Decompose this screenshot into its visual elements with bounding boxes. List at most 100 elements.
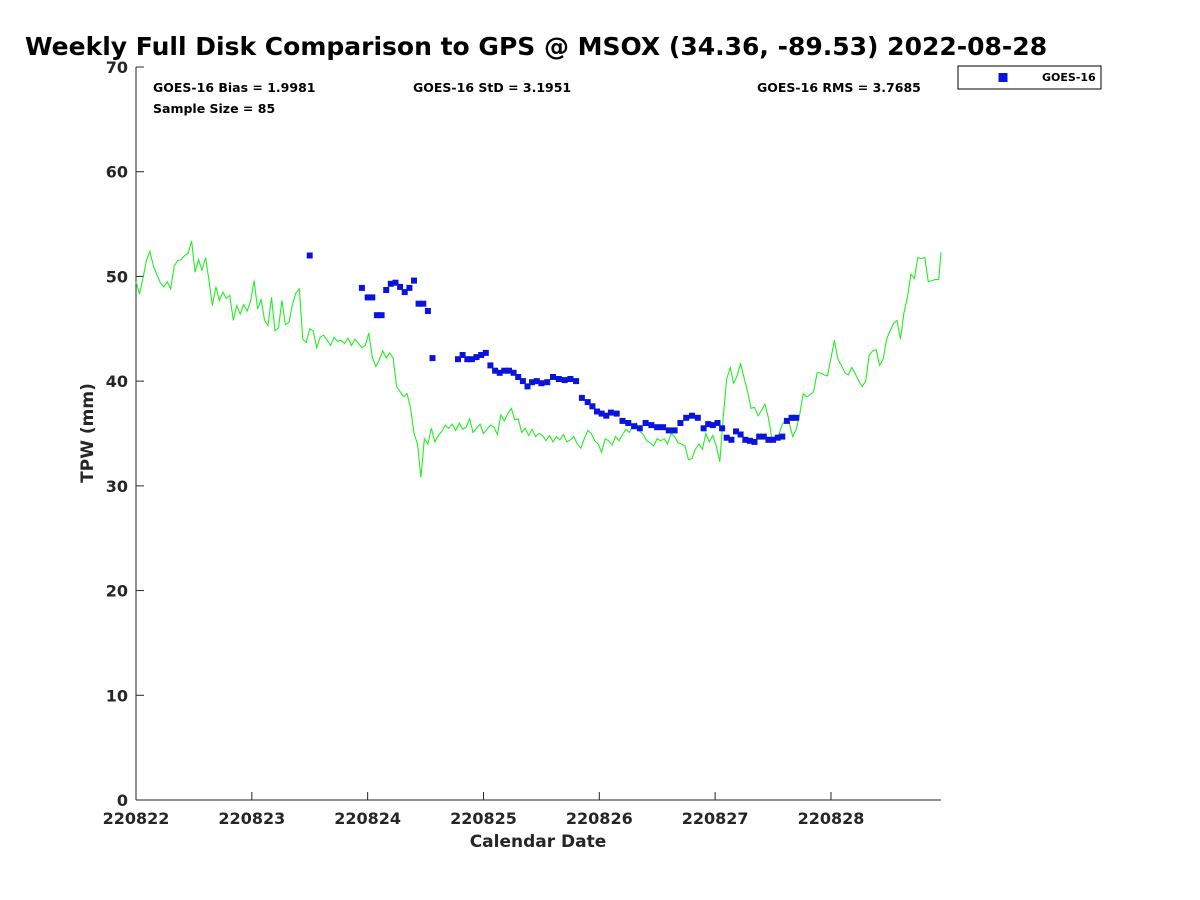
goes-point — [723, 434, 730, 441]
goes-point — [378, 312, 385, 319]
y-tick-label: 60 — [106, 163, 128, 182]
goes-point — [636, 425, 643, 432]
goes-point — [594, 408, 600, 415]
goes-point — [607, 409, 614, 416]
goes-point — [603, 412, 610, 419]
goes-point — [455, 356, 461, 363]
x-tick-label: 220823 — [218, 809, 285, 828]
goes-point — [306, 252, 313, 259]
goes-point — [671, 427, 678, 434]
y-tick-label: 0 — [117, 791, 128, 810]
x-tick-label: 220822 — [103, 809, 170, 828]
goes-point — [689, 412, 695, 419]
goes-point — [631, 423, 638, 430]
goes-point — [770, 436, 777, 443]
goes-point — [550, 374, 556, 380]
goes-point — [369, 294, 376, 301]
goes-point — [482, 349, 489, 356]
goes-point — [783, 417, 790, 424]
goes-point — [765, 436, 772, 443]
std-stat: GOES-16 StD = 3.1951 — [413, 80, 571, 95]
goes-point — [529, 379, 536, 386]
goes-point — [492, 367, 499, 374]
goes-point — [619, 417, 626, 424]
goes-point — [760, 433, 767, 440]
gps-series — [135, 240, 942, 478]
goes-point — [383, 287, 390, 293]
sample-size-stat: Sample Size = 85 — [153, 101, 275, 116]
y-tick-label: 20 — [106, 582, 128, 601]
goes-point — [519, 378, 526, 385]
goes-point — [746, 437, 753, 444]
goes-point — [415, 300, 422, 307]
goes-point — [358, 284, 365, 291]
goes-point — [642, 420, 649, 426]
goes-point — [364, 294, 371, 301]
legend-goes-marker — [998, 73, 1008, 82]
goes-point — [459, 352, 466, 358]
goes-point — [654, 424, 661, 431]
goes-point — [420, 300, 427, 307]
goes-point — [700, 425, 707, 432]
goes-point — [756, 433, 763, 440]
goes-point — [429, 355, 436, 362]
goes-point — [538, 380, 545, 387]
goes-point — [533, 378, 540, 385]
goes-point — [613, 410, 620, 417]
goes-point — [510, 369, 517, 376]
x-tick-label: 220826 — [566, 809, 633, 828]
goes-point — [677, 420, 684, 426]
bias-stat: GOES-16 Bias = 1.9981 — [153, 80, 315, 95]
goes-point — [387, 280, 394, 287]
goes-point — [660, 424, 666, 431]
rms-stat: GOES-16 RMS = 3.7685 — [757, 80, 921, 95]
goes-point — [694, 414, 701, 421]
gps-line — [135, 240, 942, 478]
chart-title: Weekly Full Disk Comparison to GPS @ MSO… — [25, 32, 1047, 61]
goes-point — [793, 414, 800, 421]
goes-point — [567, 376, 574, 382]
y-tick-label: 10 — [106, 686, 128, 705]
goes-point — [373, 312, 380, 319]
goes-point — [733, 428, 739, 435]
goes-point — [473, 354, 480, 361]
legend: GOES-16 — [957, 65, 1102, 90]
legend-box — [957, 65, 1102, 90]
y-tick-label: 30 — [106, 477, 128, 496]
y-tick-label: 50 — [106, 267, 128, 286]
goes-point — [397, 283, 404, 290]
goes-point — [665, 427, 672, 434]
goes-point — [524, 383, 531, 390]
x-tick-label: 220824 — [334, 809, 401, 828]
goes-point — [774, 434, 781, 441]
goes-point — [561, 377, 568, 384]
goes-point — [779, 433, 786, 440]
goes-point — [406, 284, 413, 291]
axes-layer: 0 10 20 30 40 50 60 70 220822 220823 220824 220825 2… — [103, 58, 941, 828]
goes-point — [714, 420, 721, 426]
goes-point — [625, 420, 632, 426]
x-axis-label: Calendar Date — [470, 832, 607, 852]
goes-point — [424, 308, 431, 314]
goes-point — [478, 352, 485, 358]
goes-point — [578, 394, 585, 401]
legend-goes-label: GOES-16 — [1042, 71, 1096, 84]
goes-point — [598, 410, 605, 417]
y-tick-label: 70 — [106, 58, 128, 77]
goes-point — [728, 436, 735, 443]
goes-point — [506, 367, 512, 374]
goes-point — [683, 414, 690, 421]
x-tick-label: 220827 — [682, 809, 749, 828]
goes-point — [555, 376, 562, 382]
goes-point — [544, 379, 551, 386]
y-axis-label: TPW (mm) — [78, 383, 98, 483]
goes-point — [742, 436, 749, 443]
goes-point — [487, 362, 494, 369]
goes-series — [306, 252, 800, 445]
goes-point — [589, 403, 596, 410]
goes-point — [788, 414, 795, 421]
goes-point — [401, 289, 408, 296]
goes-point — [705, 421, 712, 428]
goes-point — [584, 399, 591, 406]
